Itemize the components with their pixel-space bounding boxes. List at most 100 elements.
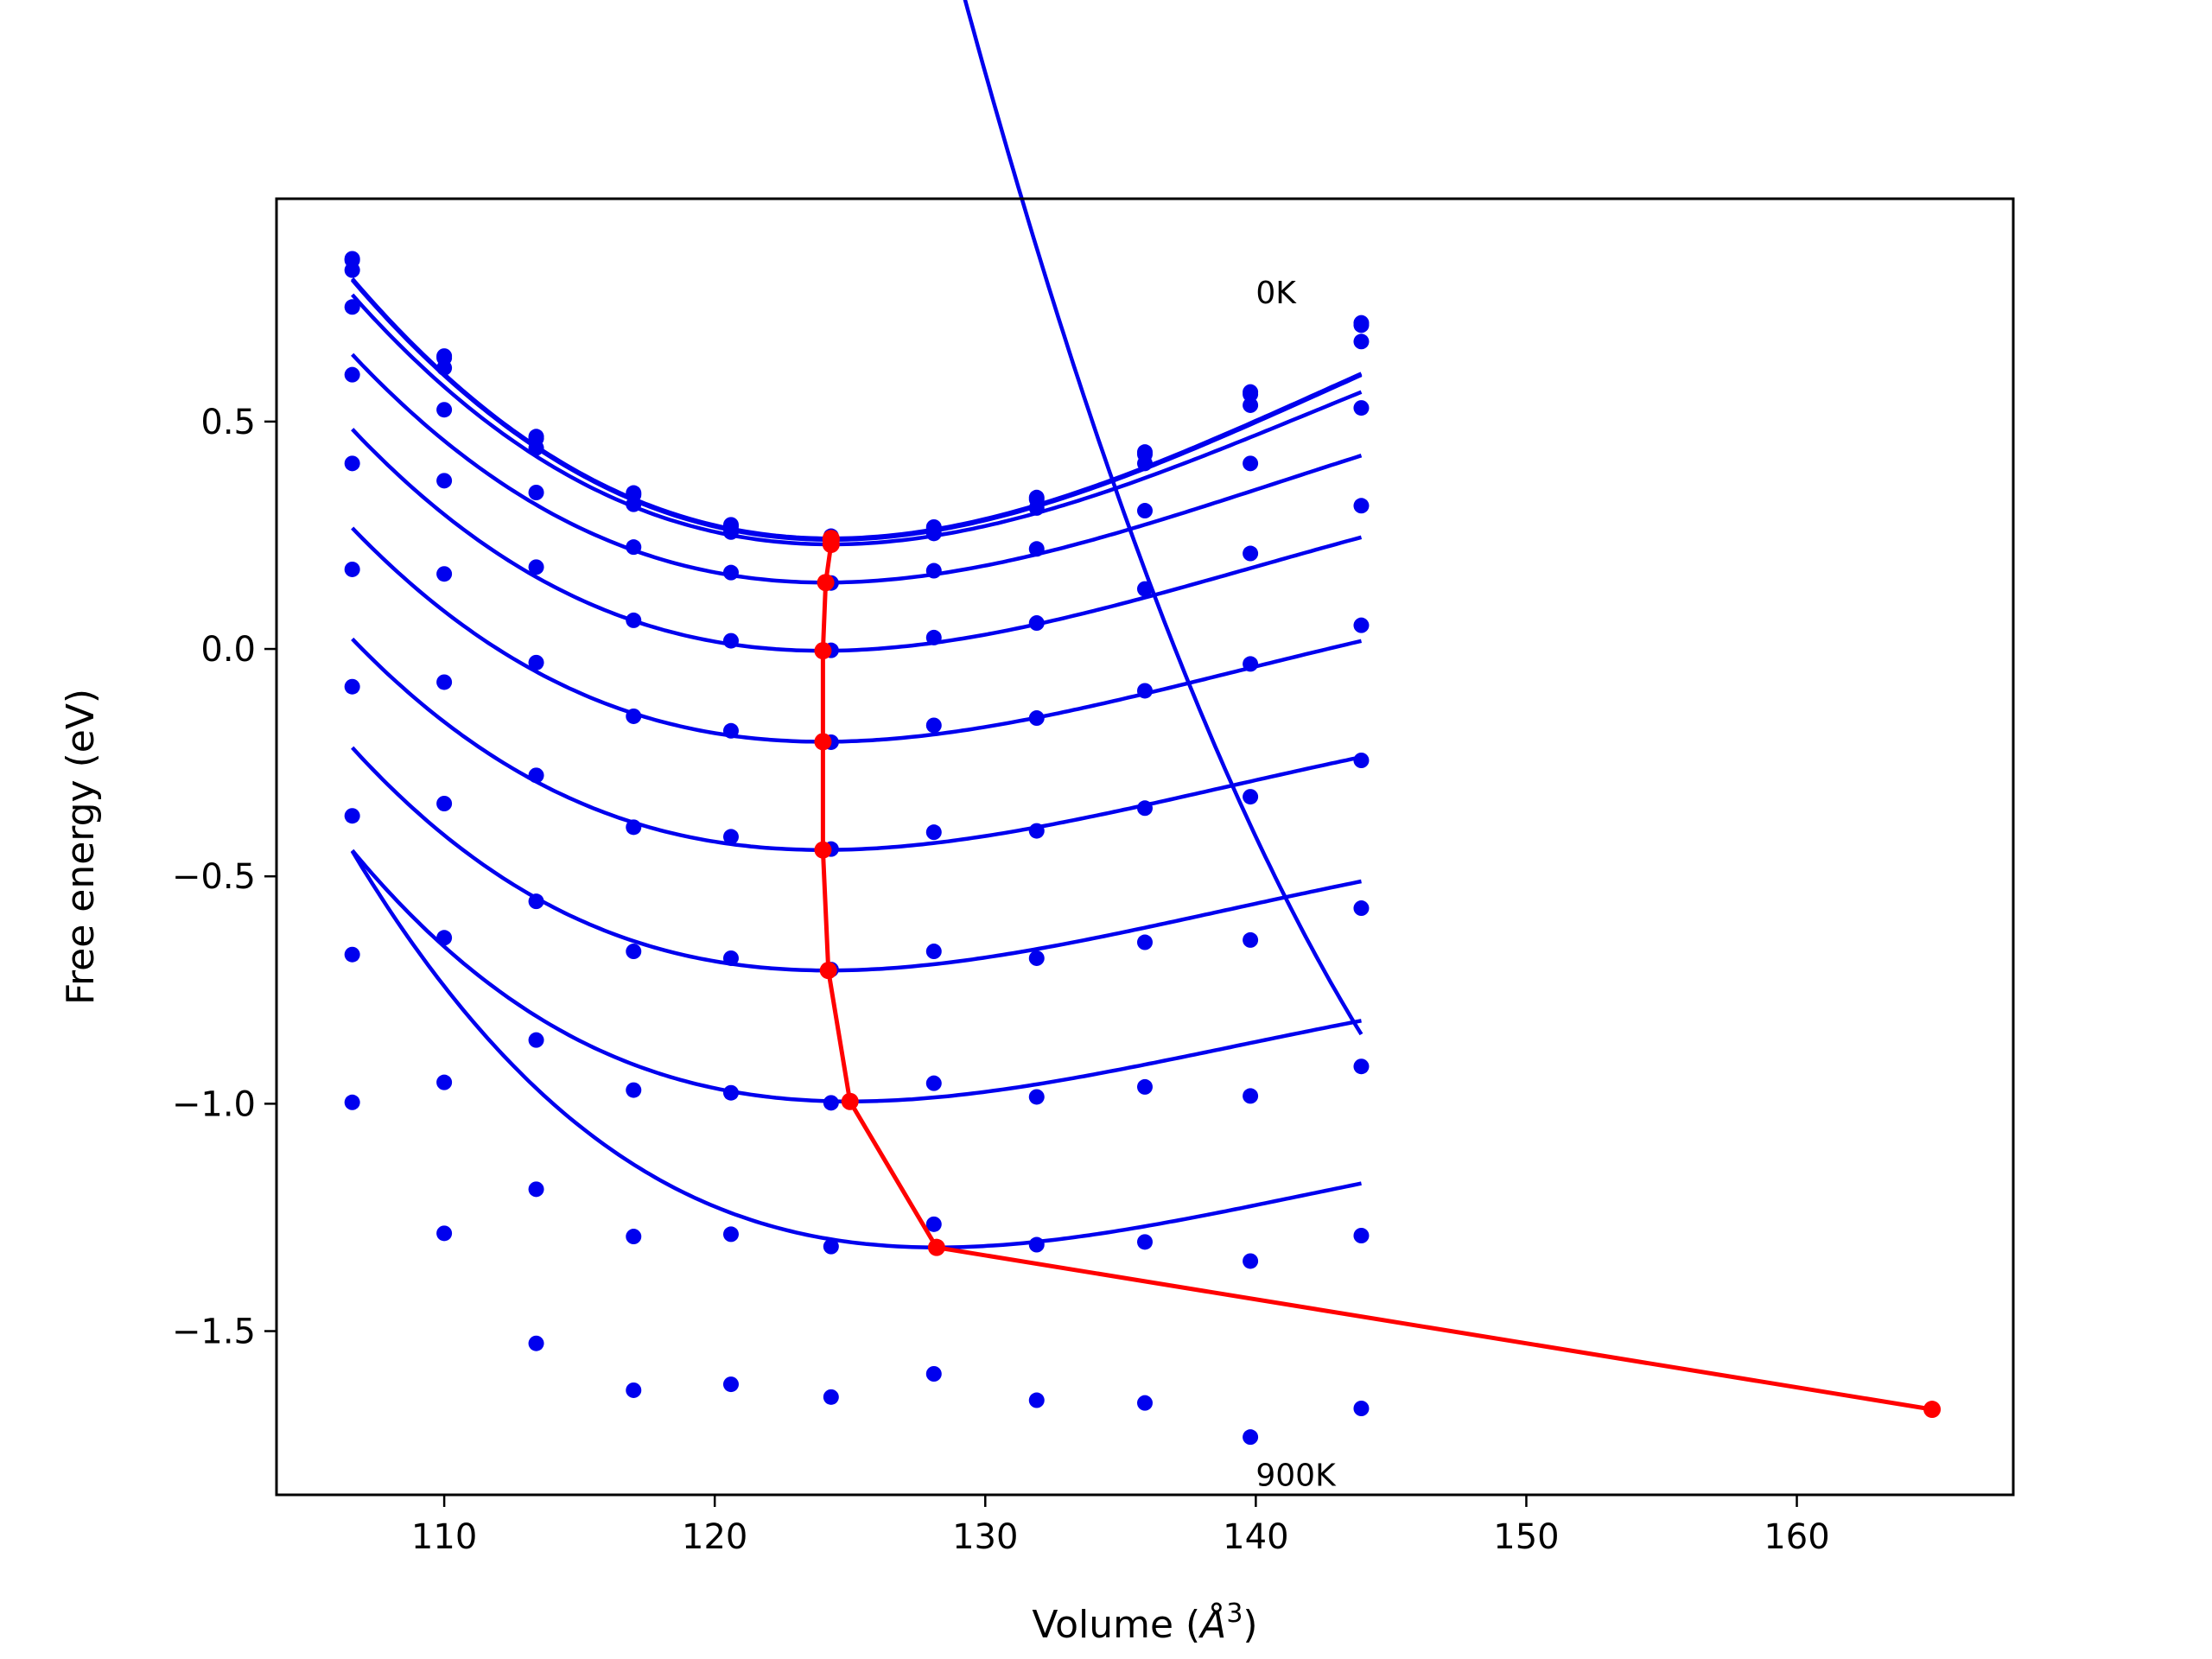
data-point [925, 717, 942, 734]
data-point [925, 1216, 942, 1232]
data-point [1137, 1395, 1153, 1411]
data-point [344, 946, 360, 963]
data-point [528, 1335, 544, 1351]
data-point [925, 944, 942, 960]
fit-curve-9 [350, 849, 1362, 1249]
data-point [925, 525, 942, 542]
y-tick-label: 0.0 [200, 630, 256, 670]
data-point [436, 1225, 453, 1242]
data-point [1243, 789, 1259, 805]
data-point [925, 563, 942, 579]
data-point [925, 1075, 942, 1091]
minimum-point [814, 642, 832, 660]
y-axis-label: Free energy (eV) [59, 689, 103, 1005]
x-tick-label: 140 [1223, 1517, 1288, 1557]
data-point [722, 950, 739, 966]
data-point [528, 559, 544, 575]
x-tick-label: 160 [1764, 1517, 1829, 1557]
data-point [528, 1181, 544, 1198]
x-tick-label: 130 [952, 1517, 1018, 1557]
x-tick-label: 150 [1493, 1517, 1559, 1557]
data-point [1028, 823, 1045, 839]
data-point [344, 1094, 360, 1110]
data-point [436, 796, 453, 811]
data-point [1243, 455, 1259, 472]
data-point [626, 708, 642, 724]
data-point [1353, 1401, 1370, 1416]
data-point [823, 1238, 839, 1255]
data-point [1243, 545, 1259, 562]
data-point [1028, 1392, 1045, 1408]
x-axis: 110 120 130 140 150 160 [411, 1495, 1830, 1557]
minimum-point [927, 1238, 945, 1256]
data-point [1243, 931, 1259, 948]
data-point [1243, 397, 1259, 413]
data-point [1353, 1228, 1370, 1243]
minimum-point [1923, 1401, 1942, 1419]
data-point [626, 1382, 642, 1398]
y-axis: −1.5 −1.0 −0.5 0.0 0.5 [172, 403, 276, 1352]
data-point [1028, 710, 1045, 727]
data-point [626, 819, 642, 836]
data-point [626, 612, 642, 628]
data-point [925, 824, 942, 841]
data-point [823, 1095, 839, 1111]
data-point [1243, 1253, 1259, 1269]
data-point [1353, 900, 1370, 917]
fit-curve-7 [351, 746, 1362, 973]
data-point [1137, 800, 1153, 817]
annotation-label: 900K [1255, 1458, 1337, 1493]
data-point [528, 440, 544, 456]
data-point [344, 299, 360, 315]
data-point [1243, 386, 1259, 403]
data-point [1028, 950, 1045, 966]
fit-curve-3 [351, 353, 1363, 585]
data-point [626, 1229, 642, 1245]
series-layer [344, 0, 1370, 1446]
fit-curve-5 [351, 526, 1363, 744]
fit-curve-10 [963, 0, 1363, 1036]
data-point [626, 496, 642, 512]
x-axis-label: Volume (Å3) [1032, 1599, 1257, 1647]
data-point [722, 632, 739, 649]
data-point [722, 1226, 739, 1243]
minimum-point [814, 733, 832, 751]
data-point [722, 1084, 739, 1101]
data-point [344, 262, 360, 278]
data-point [528, 1032, 544, 1048]
data-point [436, 1074, 453, 1090]
data-point [528, 485, 544, 500]
fit-curve-4 [351, 428, 1363, 653]
data-point [626, 1082, 642, 1098]
minimum-point [814, 841, 832, 859]
plot-frame [275, 197, 2015, 1497]
minimum-point [822, 536, 840, 553]
data-point [1028, 499, 1045, 516]
data-point [436, 473, 453, 489]
x-tick-label: 110 [411, 1517, 477, 1557]
data-point [344, 366, 360, 383]
data-point [1137, 683, 1153, 699]
annotations: 0K 900K [1255, 276, 1337, 1493]
data-point [1028, 1089, 1045, 1105]
data-point [1243, 656, 1259, 672]
fit-curve-2 [351, 293, 1363, 547]
data-point [722, 829, 739, 845]
data-point [436, 566, 453, 582]
y-tick-label: −1.0 [172, 1084, 256, 1124]
data-point [1353, 317, 1370, 334]
data-point [344, 678, 360, 695]
data-point [344, 808, 360, 824]
data-point [1028, 615, 1045, 632]
data-point [1028, 1236, 1045, 1253]
fit-curve-1 [350, 278, 1363, 542]
data-point [1353, 334, 1370, 350]
data-point [1028, 541, 1045, 557]
data-point [1243, 1429, 1259, 1446]
minimum-point [817, 574, 835, 592]
data-point [1353, 1058, 1370, 1075]
data-point [722, 524, 739, 540]
data-point [1353, 498, 1370, 514]
data-point [722, 722, 739, 739]
